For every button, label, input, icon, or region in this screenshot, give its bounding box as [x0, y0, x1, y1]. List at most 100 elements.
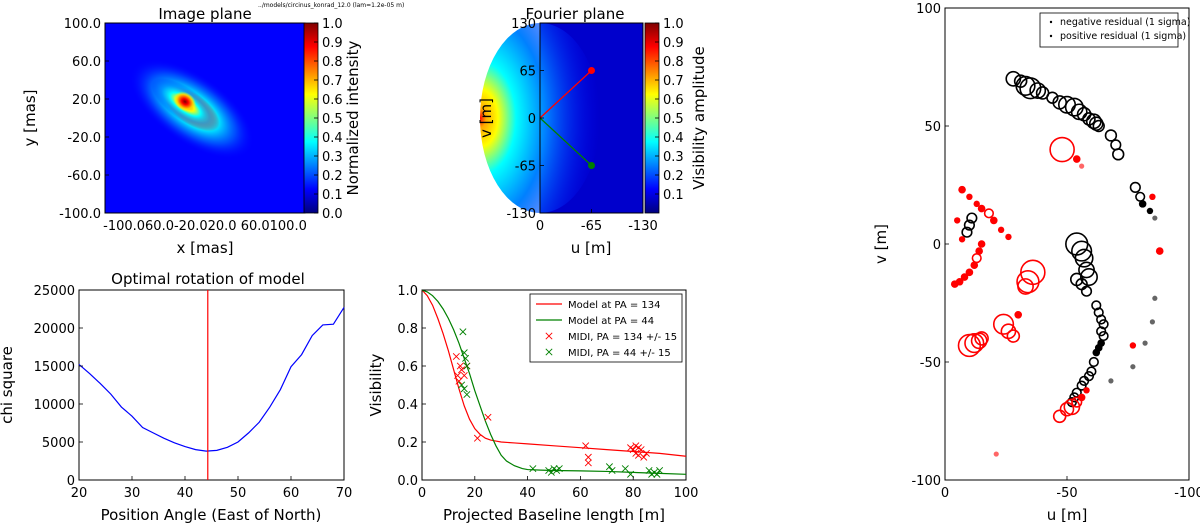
visibility-data-point	[608, 466, 616, 475]
image-plane-xlabel: x [mas]	[177, 239, 234, 257]
uv-residual-point	[990, 216, 998, 225]
fourier-plane-chart: Fourier plane 0 -65 -130 130 65 0 -65 -130 u […	[477, 5, 708, 257]
uv-residual-point	[1029, 82, 1047, 99]
uv-residual-point	[1129, 181, 1141, 193]
image-plane-colorbar-ticklabel: 0.7	[322, 74, 343, 89]
image-plane-colorbar-ticks: 1.0 0.9 0.8 0.7 0.6 0.5 0.4 0.3 0.2 0.1 0.0	[314, 17, 343, 222]
uv-residual-point	[965, 268, 974, 277]
uv-residual-point	[950, 280, 959, 288]
rotation-xlabel: Position Angle (East of North)	[101, 506, 322, 524]
fourier-plane-colorbar-ticklabel: 0.2	[663, 169, 684, 184]
rotation-y-ticklabel: 10000	[34, 398, 75, 413]
visibility-data-point	[456, 362, 464, 370]
visibility-model-line	[421, 289, 687, 475]
uv-residual-point	[1088, 356, 1099, 368]
uv-residual-point	[1130, 364, 1136, 370]
uv-residual-point	[1046, 91, 1059, 104]
visibility-data-point	[458, 366, 466, 374]
uv-residual-point	[1049, 136, 1075, 163]
baseline-line	[539, 70, 592, 119]
uv-residual-point	[1152, 215, 1158, 221]
fourier-plane-colorbar-ticks: 1.0 0.9 0.8 0.7 0.6 0.5 0.4 0.3 0.2 0.1	[655, 17, 684, 203]
image-plane-colorbar-ticklabel: 0.6	[322, 93, 343, 108]
visibility-data-point	[637, 446, 645, 454]
uv-x-ticklabel: -50	[1056, 486, 1077, 501]
visibility-data-point	[584, 453, 592, 461]
visibility-data-point	[460, 349, 468, 357]
image-plane-chart: Image plane -100.060.0-20.020.0 60.0100.…	[21, 5, 362, 257]
uv-residual-point	[1082, 112, 1096, 126]
fourier-plane-xlabel: u [m]	[571, 239, 612, 257]
uv-residual-point	[974, 331, 989, 346]
rotation-x-ticklabel: 40	[177, 486, 194, 501]
image-plane-colorbar-label: Normalized intensity	[344, 40, 362, 195]
uv-residual-point	[1155, 247, 1164, 255]
rotation-x-ticklabel: 50	[230, 486, 247, 501]
visibility-data-point	[452, 352, 460, 361]
fourier-plane-colorbar-ticklabel: 0.1	[663, 188, 684, 203]
visibility-data-point	[656, 466, 664, 475]
baseline-line	[539, 117, 592, 166]
uv-residual-point	[1138, 200, 1147, 208]
visibility-y-ticklabel: 0.0	[397, 474, 418, 489]
uv-residual-point	[1108, 378, 1114, 384]
image-plane-colorbar-ticklabel: 0.1	[322, 188, 343, 203]
visibility-x-ticklabel: 20	[467, 486, 484, 501]
visibility-legend-label: MIDI, PA = 44 +/- 15	[568, 348, 671, 359]
rotation-series-line	[78, 307, 345, 452]
uv-residual-point	[1092, 119, 1105, 133]
image-plane-blob	[129, 59, 255, 159]
visibility-data-point	[460, 385, 468, 393]
rotation-frame	[78, 289, 345, 481]
uv-residual-point	[1019, 77, 1042, 100]
image-plane-colorbar-ticklabel: 0.5	[322, 112, 343, 127]
uv-residual-point	[958, 236, 966, 243]
uv-ylabel: v [m]	[872, 224, 890, 264]
uv-residual-point	[963, 219, 976, 231]
image-plane-xticks: -100.060.0-20.020.0 60.0100.0	[103, 219, 307, 234]
fourier-plane-x-ticklabel: 0	[536, 219, 544, 234]
visibility-data-point	[459, 328, 467, 336]
uv-residual-point	[1091, 300, 1102, 311]
visibility-y-ticklabel: 0.6	[397, 360, 418, 375]
uv-legend-label: positive residual (1 sigma)	[1060, 31, 1186, 42]
uv-residual-point	[954, 217, 961, 224]
image-plane-y-ticklabel: 100.0	[64, 17, 101, 32]
uv-residual-point	[958, 185, 966, 194]
visibility-x-ticklabel: 80	[625, 486, 642, 501]
visibility-data-point	[634, 451, 642, 459]
uv-residual-point	[1072, 155, 1081, 163]
uv-residual-point	[964, 333, 985, 354]
uv-residual-point	[1077, 393, 1086, 402]
fourier-plane-y-ticklabel: 130	[511, 17, 536, 32]
uv-residual-point	[1074, 248, 1094, 268]
rotation-y-ticklabel: 25000	[34, 284, 75, 299]
image-plane-colorbar-ticklabel: 0.2	[322, 169, 343, 184]
uv-residual-point	[1104, 129, 1118, 142]
uv-legend-marker	[1049, 34, 1053, 38]
image-plane-y-ticklabel: 20.0	[72, 93, 101, 108]
uv-residual-point	[1083, 387, 1090, 394]
image-plane-y-ticklabel: -20.0	[67, 131, 101, 146]
visibility-chart: 0 20 40 60 80 100 1.0 0.8 0.6 0.4 0.2 0.0 Projecte…	[367, 284, 698, 524]
uv-residual-point	[1071, 240, 1093, 262]
visibility-x-ticklabel: 0	[418, 486, 426, 501]
uv-residual-point	[997, 226, 1005, 234]
image-plane-colorbar-ticklabel: 0.0	[322, 207, 343, 222]
uv-y-ticklabel: -100	[911, 474, 941, 489]
uv-residual-point	[993, 451, 999, 457]
visibility-data-point	[473, 434, 481, 442]
uv-residual-point	[1076, 380, 1087, 391]
visibility-data-point	[462, 354, 470, 362]
visibility-legend-marker	[545, 348, 553, 356]
visibility-x-ticklabel: 40	[519, 486, 536, 501]
uv-residual-point	[1079, 268, 1098, 287]
uv-y-ticklabel: 0	[933, 238, 941, 253]
image-plane-colorbar-ticklabel: 0.8	[322, 55, 343, 70]
fourier-plane-y-ticklabel: 65	[519, 65, 536, 80]
uv-residual-point	[1142, 340, 1148, 346]
rotation-yticks: 25000 20000 15000 10000 5000 0	[34, 284, 83, 489]
uv-residual-point	[966, 193, 973, 200]
uv-yticks: 100 50 0 -50 -100	[911, 2, 949, 489]
uv-y-ticklabel: 50	[924, 120, 941, 135]
